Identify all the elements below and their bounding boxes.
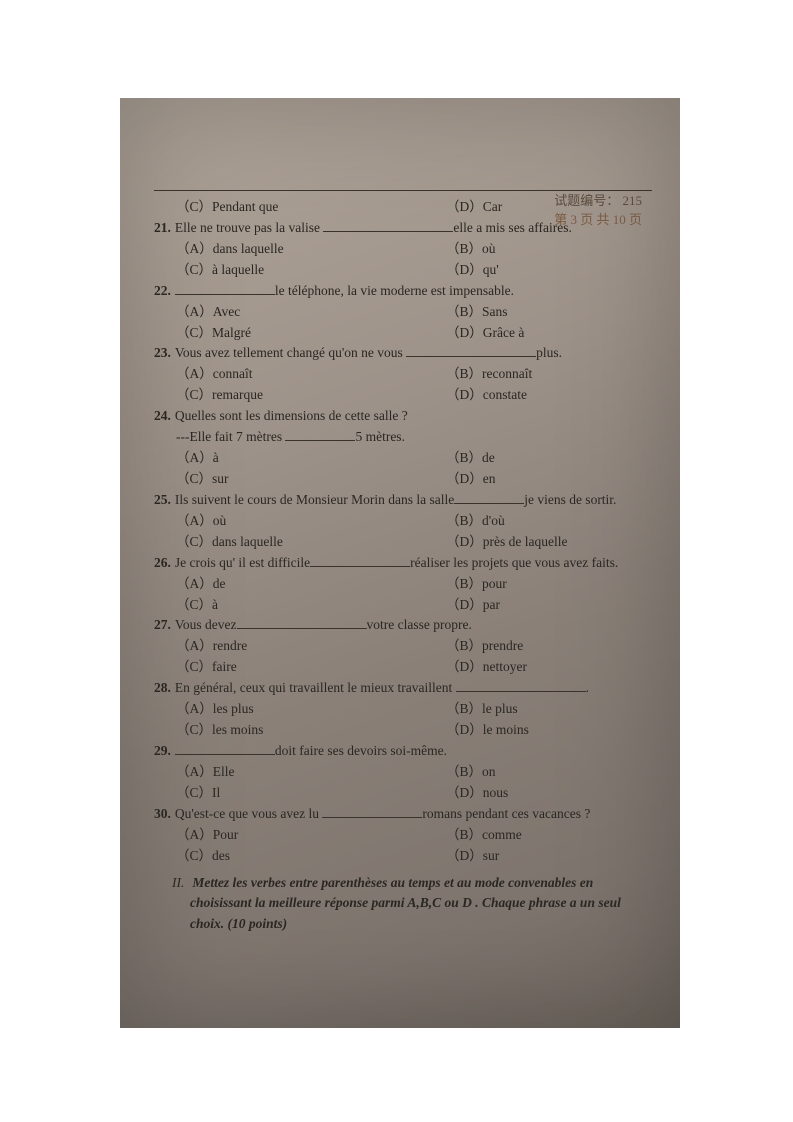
q21-stem-a: Elle ne trouve pas la valise xyxy=(175,220,323,235)
q30-a: （A）Pour xyxy=(176,825,446,846)
opt-c: （C）Pendant que xyxy=(176,197,446,218)
q23-num: 23. xyxy=(154,345,171,360)
q26-c: （C）à xyxy=(176,595,446,616)
q26-stem-b: réaliser les projets que vous avez faits… xyxy=(410,555,618,570)
section-2-num: II. xyxy=(172,875,184,890)
q22-c: （C）Malgré xyxy=(176,323,446,344)
blank xyxy=(454,503,524,504)
q28-num: 28. xyxy=(154,680,171,695)
blank xyxy=(285,440,355,441)
q28-a: （A）les plus xyxy=(176,699,446,720)
q25-d: （D）près de laquelle xyxy=(446,532,567,553)
page-number: 第 3 页 共 10 页 xyxy=(554,209,642,228)
blank xyxy=(322,817,422,818)
q21-d: （D）qu' xyxy=(446,260,499,281)
q22-stem-b: le téléphone, la vie moderne est impensa… xyxy=(275,283,514,298)
q23-stem-b: plus. xyxy=(536,345,562,360)
q23-c: （C）remarque xyxy=(176,385,446,406)
q27-d: （D）nettoyer xyxy=(446,657,527,678)
q23-a: （A）connaît xyxy=(176,364,446,385)
q26-stem-a: Je crois qu' il est difficile xyxy=(175,555,310,570)
q29-b: （B）on xyxy=(446,762,496,783)
blank xyxy=(310,566,410,567)
q30-stem-a: Qu'est-ce que vous avez lu xyxy=(175,806,323,821)
q25-a: （A）où xyxy=(176,511,446,532)
q30-stem-b: romans pendant ces vacances ? xyxy=(422,806,590,821)
q28-c: （C）les moins xyxy=(176,720,446,741)
q27-a: （A）rendre xyxy=(176,636,446,657)
q25-stem-a: Ils suivent le cours de Monsieur Morin d… xyxy=(175,492,454,507)
q30-d: （D）sur xyxy=(446,846,499,867)
q23-b: （B）reconnaît xyxy=(446,364,532,385)
q21-b: （B）où xyxy=(446,239,496,260)
q24-sub: ---Elle fait 7 mètres 5 mètres. xyxy=(176,427,652,448)
q30: 30. Qu'est-ce que vous avez lu romans pen… xyxy=(154,804,652,825)
q26-d: （D）par xyxy=(446,595,500,616)
q25-b: （B）d'où xyxy=(446,511,505,532)
exam-page: 试题编号： 215 第 3 页 共 10 页 （C）Pendant que （D… xyxy=(120,98,680,1028)
opt-d: （D）Car xyxy=(446,197,502,218)
q29-a: （A）Elle xyxy=(176,762,446,783)
q27-num: 27. xyxy=(154,617,171,632)
exam-id-line: 试题编号： 215 xyxy=(554,190,642,209)
q27-b: （B）prendre xyxy=(446,636,523,657)
blank xyxy=(237,628,367,629)
blank xyxy=(175,754,275,755)
q22-a: （A）Avec xyxy=(176,302,446,323)
q22-d: （D）Grâce à xyxy=(446,323,524,344)
blank xyxy=(406,356,536,357)
q26: 26. Je crois qu' il est difficile réaliser… xyxy=(154,553,652,574)
q29-stem-b: doit faire ses devoirs soi-même. xyxy=(275,743,447,758)
q25: 25. Ils suivent le cours de Monsieur Mori… xyxy=(154,490,652,511)
page-header: 试题编号： 215 第 3 页 共 10 页 xyxy=(554,190,642,228)
q26-a: （A）de xyxy=(176,574,446,595)
q28-stem-b: . xyxy=(586,680,589,695)
q24-c: （C）sur xyxy=(176,469,446,490)
q24-b: （B）de xyxy=(446,448,495,469)
q22-num: 22. xyxy=(154,283,171,298)
q25-c: （C）dans laquelle xyxy=(176,532,446,553)
q23: 23. Vous avez tellement changé qu'on ne v… xyxy=(154,343,652,364)
section-2-instructions: II. Mettez les verbes entre parenthèses a… xyxy=(160,873,652,936)
blank xyxy=(175,294,275,295)
q23-stem-a: Vous avez tellement changé qu'on ne vous xyxy=(175,345,406,360)
q29-c: （C）Il xyxy=(176,783,446,804)
q30-num: 30. xyxy=(154,806,171,821)
exam-id-value: 215 xyxy=(623,193,643,208)
q28-stem-a: En général, ceux qui travaillent le mieu… xyxy=(175,680,456,695)
q30-b: （B）comme xyxy=(446,825,522,846)
q21-c: （C）à laquelle xyxy=(176,260,446,281)
q28-d: （D）le moins xyxy=(446,720,529,741)
q28: 28. En général, ceux qui travaillent le m… xyxy=(154,678,652,699)
q29-num: 29. xyxy=(154,743,171,758)
blank xyxy=(456,691,586,692)
section-2-text: Mettez les verbes entre parenthèses au t… xyxy=(190,875,621,932)
q25-num: 25. xyxy=(154,492,171,507)
q21-a: （A）dans laquelle xyxy=(176,239,446,260)
q26-num: 26. xyxy=(154,555,171,570)
q29: 29. doit faire ses devoirs soi-même. xyxy=(154,741,652,762)
q24-a: （A）à xyxy=(176,448,446,469)
q24-d: （D）en xyxy=(446,469,496,490)
q27-stem-a: Vous devez xyxy=(175,617,237,632)
q22: 22. le téléphone, la vie moderne est impe… xyxy=(154,281,652,302)
q24-stem: Quelles sont les dimensions de cette sal… xyxy=(175,408,408,423)
exam-id-label: 试题编号： xyxy=(554,193,619,208)
q24-num: 24. xyxy=(154,408,171,423)
q23-d: （D）constate xyxy=(446,385,527,406)
q27-stem-b: votre classe propre. xyxy=(367,617,472,632)
q28-b: （B）le plus xyxy=(446,699,518,720)
q25-stem-b: je viens de sortir. xyxy=(524,492,616,507)
q29-d: （D）nous xyxy=(446,783,508,804)
q27-c: （C）faire xyxy=(176,657,446,678)
q24: 24. Quelles sont les dimensions de cette … xyxy=(154,406,652,427)
blank xyxy=(323,231,453,232)
q22-b: （B）Sans xyxy=(446,302,508,323)
q26-b: （B）pour xyxy=(446,574,507,595)
q27: 27. Vous devez votre classe propre. xyxy=(154,615,652,636)
q21-num: 21. xyxy=(154,220,171,235)
q30-c: （C）des xyxy=(176,846,446,867)
